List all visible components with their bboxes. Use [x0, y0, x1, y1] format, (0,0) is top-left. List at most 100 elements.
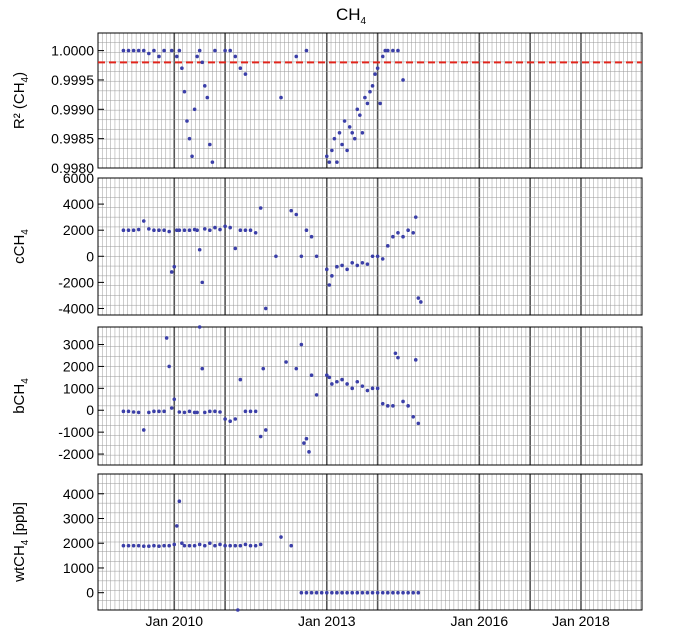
data-point — [413, 358, 418, 362]
data-point — [375, 590, 380, 595]
data-point — [228, 48, 232, 53]
data-point — [141, 48, 146, 53]
data-point — [345, 382, 349, 386]
data-point — [401, 234, 405, 239]
data-point — [248, 409, 253, 414]
data-point — [294, 366, 299, 371]
data-point — [365, 262, 370, 266]
data-point — [258, 206, 263, 210]
data-point — [411, 231, 416, 235]
data-point — [126, 228, 131, 232]
data-point — [223, 48, 227, 53]
y-tick-label: 2000 — [63, 535, 94, 551]
data-point — [180, 541, 184, 546]
y-tick-label: 1000 — [63, 560, 94, 576]
data-point — [177, 410, 182, 414]
x-tick-label: Jan 2018 — [552, 613, 610, 629]
figure-title: CH4 — [336, 5, 367, 27]
data-point — [213, 543, 217, 548]
data-point — [383, 48, 388, 53]
data-point — [396, 231, 400, 235]
data-point — [152, 409, 156, 414]
data-point — [258, 434, 263, 439]
data-point — [131, 228, 136, 232]
data-point — [406, 228, 410, 232]
data-point — [319, 590, 324, 595]
data-point — [274, 254, 278, 259]
data-point — [182, 543, 187, 548]
data-point — [299, 254, 304, 259]
data-point — [335, 590, 339, 595]
y-tick-label: 6000 — [63, 170, 94, 186]
y-axis-label: cCH4 — [11, 229, 31, 264]
data-point — [314, 590, 319, 595]
data-point — [243, 228, 248, 232]
data-point — [416, 590, 421, 595]
data-point — [340, 142, 344, 147]
data-point — [332, 136, 337, 141]
data-point — [347, 125, 352, 129]
data-point — [233, 246, 238, 251]
data-point — [385, 48, 390, 53]
data-point — [350, 261, 355, 265]
plot-frame — [97, 32, 643, 169]
data-point — [147, 227, 151, 231]
data-point — [324, 590, 329, 595]
data-point — [162, 228, 166, 232]
y-axis-label: wtCH4 [ppb] — [11, 502, 31, 583]
data-point — [330, 148, 334, 153]
data-point — [182, 410, 187, 415]
data-point — [162, 48, 166, 53]
data-point — [340, 377, 344, 382]
data-point — [136, 48, 141, 53]
data-point — [182, 228, 187, 232]
data-point — [416, 421, 421, 426]
data-point — [391, 404, 395, 408]
data-point — [243, 409, 248, 414]
data-point — [141, 219, 146, 223]
data-point — [406, 404, 410, 408]
y-tick-label: 4000 — [63, 196, 94, 212]
data-point — [360, 384, 365, 388]
data-point — [162, 409, 166, 414]
data-point — [238, 543, 243, 548]
data-point — [352, 136, 357, 141]
data-point — [375, 66, 380, 71]
data-point — [202, 84, 207, 88]
data-point — [385, 244, 390, 248]
data-point — [147, 51, 151, 56]
data-point — [195, 410, 199, 415]
data-point — [391, 234, 395, 239]
data-point — [195, 54, 199, 59]
data-point — [208, 409, 212, 414]
data-point — [243, 72, 248, 76]
data-point — [187, 228, 192, 232]
data-point — [401, 590, 405, 595]
data-point — [378, 101, 382, 106]
panel-2: -4000 -2000 0 2000 4000 6000 cCH4 — [11, 170, 643, 316]
data-point — [365, 590, 370, 595]
data-point — [335, 160, 339, 164]
data-point — [391, 590, 395, 595]
data-point — [416, 296, 421, 300]
data-point — [302, 441, 306, 445]
data-point — [200, 60, 205, 65]
data-point — [162, 543, 166, 548]
data-point — [396, 355, 400, 360]
data-point — [218, 542, 222, 547]
data-point — [213, 48, 217, 53]
data-point — [385, 404, 390, 408]
data-point — [233, 417, 238, 421]
data-point — [182, 89, 187, 94]
data-point — [304, 590, 309, 595]
data-point — [202, 543, 207, 548]
data-point — [279, 535, 283, 539]
data-point — [131, 410, 136, 414]
data-point — [136, 227, 141, 232]
data-point — [167, 364, 171, 369]
data-point — [136, 543, 141, 548]
data-point — [363, 95, 367, 100]
data-point — [172, 542, 177, 547]
data-point — [355, 107, 360, 112]
panel-1: 0.9980 0.9985 0.9990 0.9995 1.0000 R² (CH4) — [11, 32, 643, 176]
